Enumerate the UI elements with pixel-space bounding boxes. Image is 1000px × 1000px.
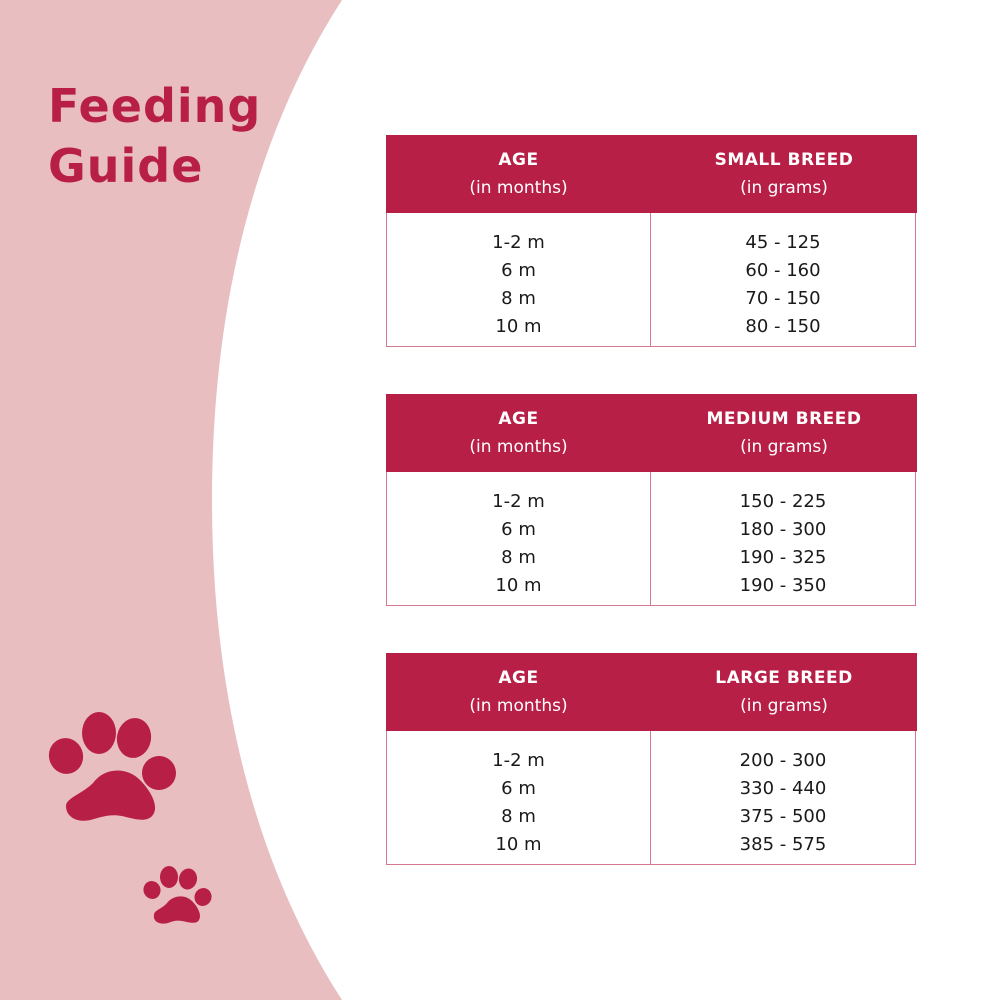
grams-cell: 200 - 300	[739, 749, 827, 771]
small-breed-table: AGE (in months) SMALL BREED (in grams) 1…	[385, 135, 917, 347]
age-cell: 10 m	[495, 574, 542, 596]
paw-icon-large	[48, 712, 176, 821]
breed-header-label: MEDIUM BREED	[706, 409, 862, 429]
age-cell: 6 m	[501, 518, 536, 540]
page-title: Feeding Guide	[48, 76, 261, 196]
breed-header-unit: (in grams)	[740, 696, 828, 716]
grams-column: 150 - 225 180 - 300 190 - 325 190 - 350	[651, 472, 915, 605]
table-body: 1-2 m 6 m 8 m 10 m 150 - 225 180 - 300 1…	[387, 472, 915, 605]
table-body: 1-2 m 6 m 8 m 10 m 45 - 125 60 - 160 70 …	[387, 213, 915, 346]
grams-cell: 60 - 160	[745, 259, 821, 281]
age-column-header: AGE (in months)	[386, 653, 652, 731]
grams-cell: 80 - 150	[745, 315, 821, 337]
grams-column: 45 - 125 60 - 160 70 - 150 80 - 150	[651, 213, 915, 346]
age-header-label: AGE	[498, 668, 539, 688]
grams-cell: 45 - 125	[745, 231, 821, 253]
age-cell: 8 m	[501, 546, 536, 568]
grams-cell: 70 - 150	[745, 287, 821, 309]
age-column: 1-2 m 6 m 8 m 10 m	[387, 213, 651, 346]
grams-cell: 190 - 325	[739, 546, 827, 568]
age-cell: 10 m	[495, 833, 542, 855]
age-cell: 8 m	[501, 805, 536, 827]
breed-header-unit: (in grams)	[740, 178, 828, 198]
breed-column-header: SMALL BREED (in grams)	[652, 135, 917, 213]
table-header: AGE (in months) SMALL BREED (in grams)	[385, 135, 917, 213]
grams-cell: 180 - 300	[739, 518, 827, 540]
breed-header-label: SMALL BREED	[714, 150, 854, 170]
grams-cell: 385 - 575	[739, 833, 827, 855]
age-cell: 1-2 m	[492, 231, 545, 253]
grams-column: 200 - 300 330 - 440 375 - 500 385 - 575	[651, 731, 915, 864]
age-column: 1-2 m 6 m 8 m 10 m	[387, 472, 651, 605]
breed-column-header: MEDIUM BREED (in grams)	[652, 394, 917, 472]
table-header: AGE (in months) LARGE BREED (in grams)	[385, 653, 917, 731]
table-header: AGE (in months) MEDIUM BREED (in grams)	[385, 394, 917, 472]
large-breed-table: AGE (in months) LARGE BREED (in grams) 1…	[385, 653, 917, 865]
age-column: 1-2 m 6 m 8 m 10 m	[387, 731, 651, 864]
age-cell: 10 m	[495, 315, 542, 337]
age-header-unit: (in months)	[469, 696, 568, 716]
age-cell: 6 m	[501, 259, 536, 281]
breed-header-unit: (in grams)	[740, 437, 828, 457]
grams-cell: 330 - 440	[739, 777, 827, 799]
age-header-label: AGE	[498, 409, 539, 429]
grams-cell: 150 - 225	[739, 490, 827, 512]
age-cell: 6 m	[501, 777, 536, 799]
breed-header-label: LARGE BREED	[715, 668, 853, 688]
age-header-label: AGE	[498, 150, 539, 170]
paw-icon-small	[143, 866, 212, 924]
age-cell: 1-2 m	[492, 490, 545, 512]
age-column-header: AGE (in months)	[386, 135, 652, 213]
age-header-unit: (in months)	[469, 437, 568, 457]
grams-cell: 190 - 350	[739, 574, 827, 596]
breed-column-header: LARGE BREED (in grams)	[652, 653, 917, 731]
age-cell: 1-2 m	[492, 749, 545, 771]
age-column-header: AGE (in months)	[386, 394, 652, 472]
grams-cell: 375 - 500	[739, 805, 827, 827]
title-line-2: Guide	[48, 139, 204, 193]
table-body: 1-2 m 6 m 8 m 10 m 200 - 300 330 - 440 3…	[387, 731, 915, 864]
age-header-unit: (in months)	[469, 178, 568, 198]
medium-breed-table: AGE (in months) MEDIUM BREED (in grams) …	[385, 394, 917, 606]
title-line-1: Feeding	[48, 79, 262, 133]
age-cell: 8 m	[501, 287, 536, 309]
